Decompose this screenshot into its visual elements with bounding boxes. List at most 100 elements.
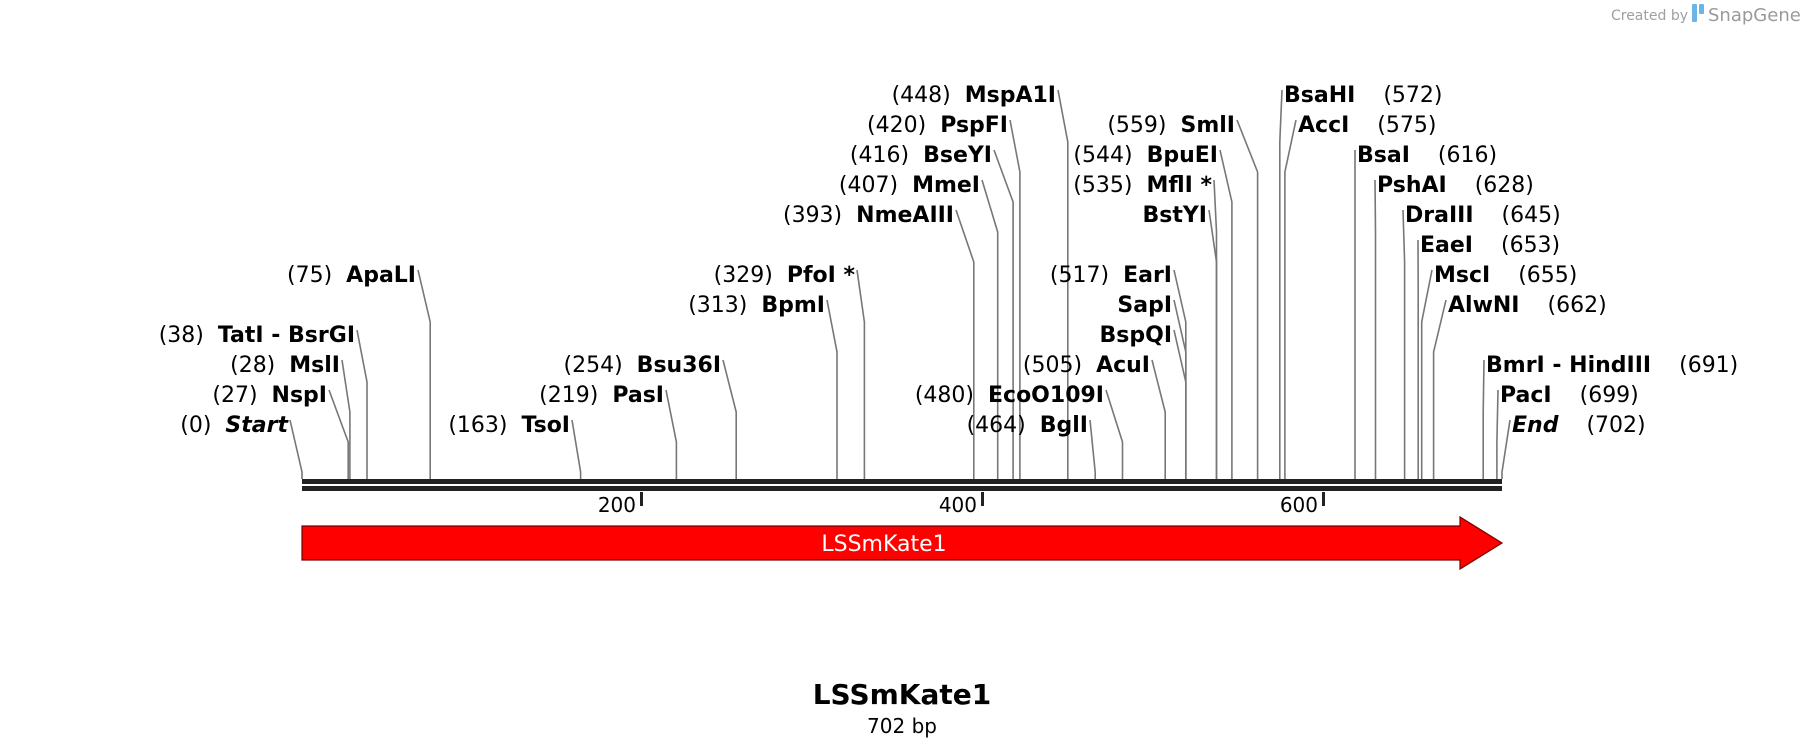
site-label-mmei[interactable]: (407) MmeI [839, 173, 980, 198]
enzyme-name: NspI [272, 383, 327, 408]
cut-position: (572) [1383, 83, 1442, 108]
site-label-tsoi[interactable]: (163) TsoI [448, 413, 570, 438]
leader-line-paci [1496, 389, 1499, 479]
cut-position: (416) [850, 143, 909, 168]
cut-position: (254) [564, 353, 623, 378]
enzyme-name: TatI - BsrGI [218, 323, 355, 348]
site-label-bpmi[interactable]: (313) BpmI [688, 293, 825, 318]
ruler: 200 400 600 [598, 492, 1325, 517]
site-labels: (0) Start (27) NspI (28) MslI (38) TatI - BsrGI… [159, 83, 1739, 438]
cut-position: (616) [1438, 143, 1497, 168]
cut-position: (329) [714, 263, 773, 288]
site-label-bpuei[interactable]: (544) BpuEI [1073, 143, 1218, 168]
site-label-msli[interactable]: (28) MslI [230, 353, 340, 378]
enzyme-name: BpmI [761, 293, 825, 318]
cut-position: (699) [1580, 383, 1639, 408]
enzyme-name: AlwNI [1448, 293, 1520, 318]
site-label-nspi[interactable]: (27) NspI [212, 383, 327, 408]
leader-line-nspi [328, 389, 349, 479]
enzyme-name: EaeI [1420, 233, 1473, 258]
site-label-mfli[interactable]: (535) MflI * [1073, 173, 1212, 198]
enzyme-name: BspQI [1100, 323, 1173, 348]
site-label-bsu36i[interactable]: (254) Bsu36I [564, 353, 722, 378]
snapgene-name: SnapGene [1708, 5, 1801, 26]
enzyme-name: End [1512, 413, 1559, 438]
site-label-nmeaiii[interactable]: (393) NmeAIII [783, 203, 954, 228]
site-label-sapi[interactable]: SapI [1117, 293, 1172, 318]
enzyme-name: PacI [1500, 383, 1552, 408]
leader-line-bsahi [1279, 89, 1283, 479]
site-label-bseyi[interactable]: (416) BseYI [850, 143, 992, 168]
feature-lssmkate1[interactable]: LSSmKate1 [301, 515, 1504, 571]
cut-position: (38) [159, 323, 204, 348]
enzyme-name: BseYI [923, 143, 992, 168]
feature-label: LSSmKate1 [821, 532, 946, 557]
enzyme-name: MmeI [912, 173, 980, 198]
tick-mark-200 [640, 492, 643, 506]
site-label-bsahi[interactable]: BsaHI (572) [1284, 83, 1442, 108]
leader-line-ecoo109i [1105, 389, 1124, 479]
leader-line-pshai [1374, 179, 1377, 479]
site-label-pasi[interactable]: (219) PasI [539, 383, 664, 408]
leader-line-bpuei [1219, 149, 1233, 479]
enzyme-name: BstYI [1143, 203, 1208, 228]
leader-line-bsu36i [722, 359, 737, 479]
cut-position: (163) [448, 413, 507, 438]
leader-line-msci [1420, 269, 1433, 479]
site-label-pshai[interactable]: PshAI (628) [1377, 173, 1534, 198]
snapgene-logo-icon [1692, 4, 1704, 22]
tick-label-600: 600 [1280, 493, 1318, 517]
site-label-acci[interactable]: AccI (575) [1298, 113, 1436, 138]
leader-line-mfli [1213, 179, 1218, 479]
tick-label-400: 400 [939, 493, 977, 517]
site-label-eaei[interactable]: EaeI (653) [1420, 233, 1560, 258]
enzyme-name: BglI [1040, 413, 1088, 438]
cut-position: (559) [1107, 113, 1166, 138]
sequence-name: LSSmKate1 [813, 678, 992, 711]
site-label-bstyi[interactable]: BstYI [1143, 203, 1208, 228]
sequence-backbone [302, 479, 1502, 491]
cut-position: (655) [1518, 263, 1577, 288]
leader-line-sapi [1173, 299, 1187, 479]
site-label-eari[interactable]: (517) EarI [1050, 263, 1172, 288]
site-label-paci[interactable]: PacI (699) [1500, 383, 1639, 408]
leader-line-acci [1284, 119, 1297, 479]
cut-position: (691) [1679, 353, 1738, 378]
site-label-mspa1i[interactable]: (448) MspA1I [892, 83, 1056, 108]
enzyme-name: NmeAIII [856, 203, 954, 228]
site-label-bspqi[interactable]: BspQI [1100, 323, 1173, 348]
site-label-draiii[interactable]: DraIII (645) [1405, 203, 1561, 228]
site-label-start[interactable]: (0) Start [180, 413, 289, 438]
tick-label-200: 200 [598, 493, 636, 517]
cut-position: (464) [967, 413, 1026, 438]
cut-position: (480) [915, 383, 974, 408]
site-label-msci[interactable]: MscI (655) [1434, 263, 1577, 288]
site-label-tati-bsrgi[interactable]: (38) TatI - BsrGI [159, 323, 355, 348]
site-label-ecoo109i[interactable]: (480) EcoO109I [915, 383, 1104, 408]
leader-line-bmri-hindiii [1482, 359, 1485, 479]
site-label-bsai[interactable]: BsaI (616) [1357, 143, 1497, 168]
leader-line-eari [1173, 269, 1187, 479]
site-label-pfoi[interactable]: (329) PfoI * [714, 263, 856, 288]
enzyme-name: AccI [1298, 113, 1349, 138]
enzyme-name: Bsu36I [637, 353, 721, 378]
site-label-alwni[interactable]: AlwNI (662) [1448, 293, 1607, 318]
enzyme-name: TsoI [522, 413, 570, 438]
enzyme-name: PasI [612, 383, 664, 408]
cut-position: (505) [1023, 353, 1082, 378]
site-label-acui[interactable]: (505) AcuI [1023, 353, 1150, 378]
feature-arrow[interactable] [301, 515, 1504, 571]
cut-position: (420) [867, 113, 926, 138]
leader-line-bstyi [1208, 209, 1218, 479]
site-label-bgli[interactable]: (464) BglI [967, 413, 1088, 438]
sequence-length: 702 bp [867, 714, 937, 738]
site-label-smli[interactable]: (559) SmlI [1107, 113, 1235, 138]
site-label-end[interactable]: End (702) [1512, 413, 1646, 438]
site-label-pspfi[interactable]: (420) PspFI [867, 113, 1008, 138]
enzyme-name: MslI [289, 353, 340, 378]
leader-line-smli [1236, 119, 1259, 479]
leader-line-pspfi [1009, 119, 1021, 479]
leader-line-tsoi [571, 419, 582, 479]
site-label-bmri-hindiii[interactable]: BmrI - HindIII (691) [1486, 353, 1738, 378]
site-label-apali[interactable]: (75) ApaLI [287, 263, 416, 288]
